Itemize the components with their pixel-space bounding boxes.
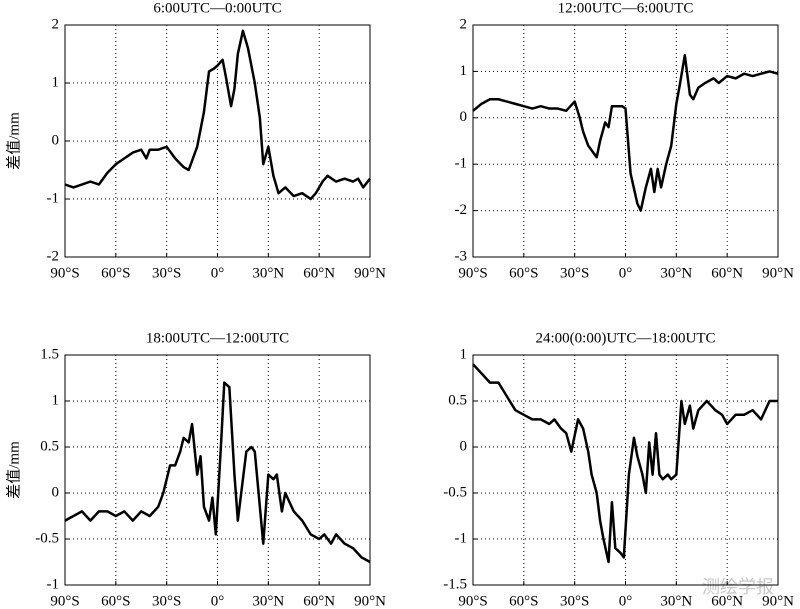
data-line — [64, 381, 371, 564]
plot-frame — [472, 24, 779, 258]
x-tick-label: 60°N — [711, 593, 743, 609]
plot-frame — [64, 24, 371, 258]
y-tick-label: -1 — [47, 190, 60, 206]
y-tick-label: -3 — [455, 248, 468, 264]
data-line — [472, 53, 779, 212]
x-tick-label: 60°N — [303, 265, 335, 281]
chart-title: 6:00UTC—0:00UTC — [153, 0, 281, 16]
x-tick-label: 30°S — [152, 593, 181, 609]
x-tick-label: 60°S — [509, 265, 538, 281]
x-tick-label: 90°S — [50, 593, 79, 609]
x-tick-label: 90°N — [354, 265, 386, 281]
x-tick-label: 0° — [211, 265, 225, 281]
x-tick-label: 0° — [619, 265, 633, 281]
y-tick-label: -1 — [47, 576, 60, 592]
x-tick-label: 30°N — [252, 265, 284, 281]
data-line — [472, 363, 778, 564]
x-tick-label: 60°S — [101, 593, 130, 609]
y-tick-label: 2 — [460, 16, 468, 32]
y-tick-label: -1 — [455, 156, 468, 172]
chart-title: 24:00(0:00)UTC—18:00UTC — [536, 330, 716, 346]
chart-title: 12:00UTC—6:00UTC — [558, 0, 694, 16]
y-tick-label: 0 — [52, 484, 60, 500]
x-tick-label: 90°S — [458, 265, 487, 281]
x-tick-label: 30°S — [560, 593, 589, 609]
chart-title: 18:00UTC—12:00UTC — [146, 330, 289, 346]
y-tick-label: 1 — [460, 63, 468, 79]
y-tick-label: 0 — [52, 132, 60, 148]
x-tick-label: 90°S — [50, 265, 79, 281]
y-tick-label: 1.5 — [40, 346, 59, 362]
plot-frame — [472, 354, 779, 586]
y-tick-label: -2 — [47, 248, 60, 264]
y-tick-label: 1 — [52, 74, 60, 90]
x-tick-label: 0° — [211, 593, 225, 609]
x-tick-label: 60°S — [509, 593, 538, 609]
x-tick-label: 90°S — [458, 593, 487, 609]
x-tick-label: 0° — [619, 593, 633, 609]
y-tick-label: 0 — [460, 438, 468, 454]
y-tick-label: -2 — [455, 202, 468, 218]
x-tick-label: 60°N — [303, 593, 335, 609]
plot-frame — [64, 354, 371, 586]
x-tick-label: 90°N — [762, 265, 794, 281]
x-tick-label: 30°N — [660, 593, 692, 609]
y-axis-label: 差值/mm — [5, 112, 22, 170]
x-tick-label: 60°S — [101, 265, 130, 281]
y-tick-label: 1 — [52, 392, 60, 408]
x-tick-label: 30°N — [660, 265, 692, 281]
y-axis-label: 差值/mm — [5, 441, 22, 499]
x-tick-label: 90°N — [354, 593, 386, 609]
watermark: 测绘学报 — [702, 577, 774, 597]
y-tick-label: -0.5 — [443, 484, 467, 500]
y-tick-label: 1 — [460, 346, 468, 362]
y-tick-label: 0.5 — [40, 438, 59, 454]
x-tick-label: 30°N — [252, 593, 284, 609]
x-tick-label: 30°S — [560, 265, 589, 281]
y-tick-label: 2 — [52, 16, 60, 32]
y-tick-label: -1 — [455, 530, 468, 546]
y-tick-label: 0.5 — [448, 392, 467, 408]
y-tick-label: -1.5 — [443, 576, 467, 592]
x-tick-label: 30°S — [152, 265, 181, 281]
x-tick-label: 90°N — [762, 593, 794, 609]
x-tick-label: 60°N — [711, 265, 743, 281]
data-line — [64, 29, 371, 201]
y-tick-label: 0 — [460, 109, 468, 125]
y-tick-label: -0.5 — [35, 530, 59, 546]
